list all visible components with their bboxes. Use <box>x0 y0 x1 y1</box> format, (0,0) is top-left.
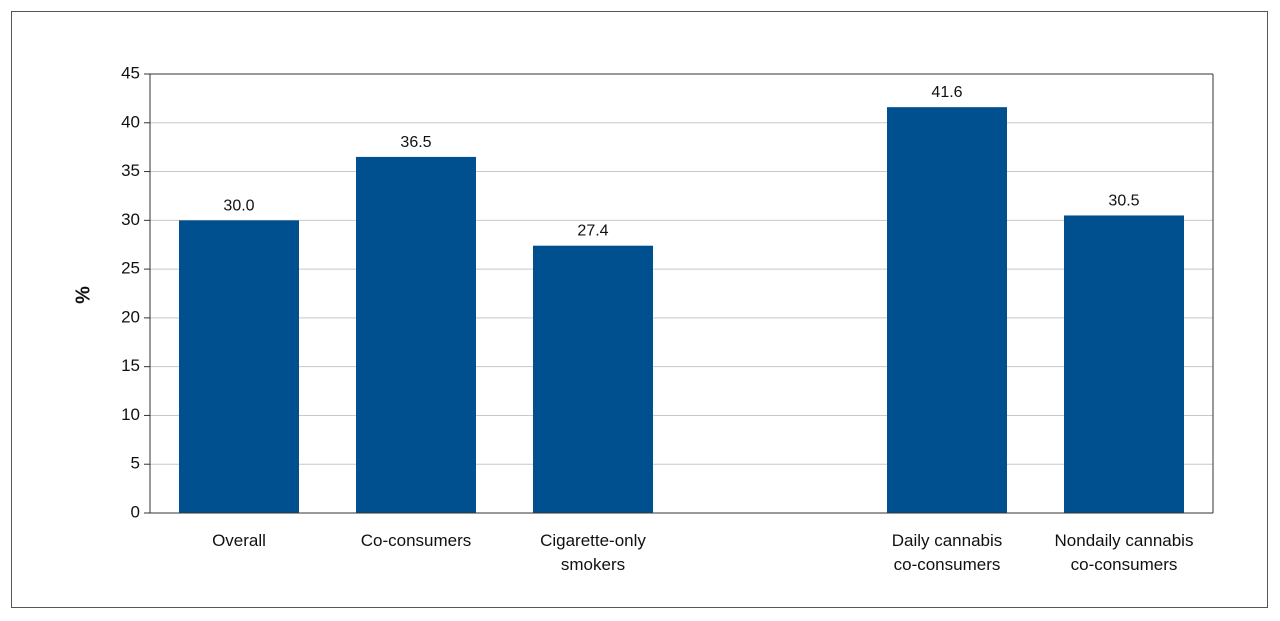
y-tick-label: 0 <box>131 502 140 521</box>
y-tick-label: 5 <box>131 454 140 473</box>
x-category-label: co-consumers <box>1071 555 1178 574</box>
bar-value-labels: 30.0 36.5 27.4 41.6 30.5 <box>223 84 1139 240</box>
x-category-label: smokers <box>561 555 625 574</box>
bar <box>356 156 476 513</box>
bar <box>1064 215 1184 513</box>
y-tick-label: 40 <box>121 112 140 131</box>
y-tick-label: 10 <box>121 405 140 424</box>
bar <box>533 245 653 513</box>
y-tick-label: 30 <box>121 210 140 229</box>
bar-value-label: 30.0 <box>223 197 254 214</box>
x-category-label: Cigarette-only <box>540 531 646 550</box>
bar <box>179 220 299 514</box>
x-category-label: Overall <box>212 531 266 550</box>
bar-value-label: 30.5 <box>1108 192 1139 209</box>
x-category-label: co-consumers <box>894 555 1001 574</box>
bar <box>887 107 1007 514</box>
bars <box>179 107 1184 514</box>
y-tick-label: 35 <box>121 161 140 180</box>
bar-value-label: 27.4 <box>577 223 608 240</box>
x-category-label: Daily cannabis <box>892 531 1003 550</box>
x-category-labels: Overall Co-consumers Cigarette-only smokers… <box>212 531 1193 574</box>
bar-value-label: 36.5 <box>400 134 431 151</box>
x-category-label: Nondaily cannabis <box>1055 531 1194 550</box>
axes <box>144 73 1214 514</box>
y-tick-label: 15 <box>121 356 140 375</box>
y-tick-labels: 0 5 10 15 20 25 30 35 40 45 <box>121 63 140 521</box>
bar-value-label: 41.6 <box>931 84 962 101</box>
y-tick-label: 45 <box>121 63 140 82</box>
y-tick-label: 25 <box>121 259 140 278</box>
y-axis-label: % <box>72 286 94 304</box>
x-category-label: Co-consumers <box>361 531 472 550</box>
y-tick-label: 20 <box>121 307 140 326</box>
gridlines <box>150 73 1213 465</box>
